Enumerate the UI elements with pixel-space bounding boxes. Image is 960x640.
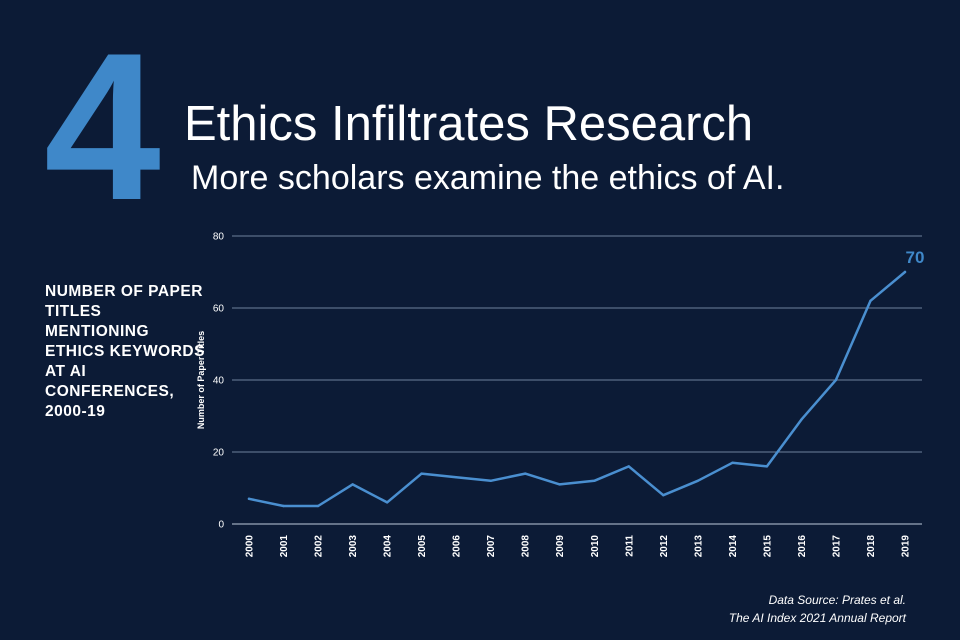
data-point (627, 465, 630, 468)
series-layer (247, 270, 907, 508)
y-tick-label: 60 (213, 304, 225, 315)
x-tick-label: 2009 (555, 535, 566, 558)
page-title: Ethics Infiltrates Research (184, 97, 754, 151)
data-point (903, 270, 907, 274)
data-point (247, 497, 251, 500)
x-tick-label: 2017 (831, 535, 842, 558)
annotations: 70 (906, 248, 925, 267)
data-point (662, 494, 665, 497)
data-point (869, 299, 872, 302)
data-point (385, 501, 389, 504)
data-point (282, 504, 285, 508)
page-subtitle: More scholars examine the ethics of AI. (191, 159, 785, 197)
x-tick-label: 2013 (693, 535, 704, 558)
x-tick-label: 2001 (279, 535, 290, 558)
source-line-1: Data Source: Prates et al. (768, 593, 906, 607)
x-tick-label: 2011 (624, 535, 635, 557)
data-point (696, 479, 700, 482)
y-tick-label: 80 (213, 232, 225, 243)
data-point (524, 472, 527, 475)
grid-lines (232, 235, 922, 525)
data-point (765, 465, 769, 468)
data-point (731, 461, 734, 464)
x-tick-label: 2012 (659, 535, 670, 558)
data-point (316, 504, 320, 508)
x-tick-label: 2008 (521, 535, 532, 558)
section-number: 4 (44, 9, 161, 244)
x-tick-label: 2004 (383, 535, 394, 558)
y-tick-label: 20 (213, 448, 225, 459)
end-value-label: 70 (906, 248, 925, 267)
data-point (420, 472, 423, 475)
x-tick-label: 2003 (348, 535, 359, 558)
data-point (351, 483, 354, 486)
x-tick-label: 2019 (901, 535, 912, 558)
x-tick-label: 2007 (486, 535, 497, 558)
y-tick-label: 0 (218, 520, 224, 531)
data-point (800, 418, 803, 421)
data-point (558, 483, 561, 486)
data-point (489, 479, 492, 482)
series-line (247, 270, 907, 508)
data-point (593, 479, 596, 482)
data-point (834, 378, 838, 382)
chart-description: NUMBER OF PAPER TITLES MENTIONING ETHICS… (45, 283, 205, 420)
x-tick-label: 2000 (245, 535, 256, 558)
x-tick-label: 2018 (866, 535, 877, 558)
x-tick-label: 2006 (452, 535, 463, 558)
data-source: Data Source: Prates et al. The AI Index … (729, 591, 906, 627)
x-tick-label: 2014 (728, 535, 739, 558)
y-axis-label: Number of Paper Titles (196, 331, 206, 429)
source-line-2: The AI Index 2021 Annual Report (728, 611, 906, 625)
x-tick-label: 2016 (797, 535, 808, 558)
x-tick-label: 2005 (417, 535, 428, 558)
y-axis-ticks: 0 20 40 60 80 (213, 232, 225, 531)
data-point (454, 476, 458, 479)
y-tick-label: 40 (213, 376, 225, 387)
x-tick-label: 2015 (762, 535, 773, 558)
x-tick-label: 2010 (590, 535, 601, 558)
x-axis-ticks: 2000 2001 2002 2003 2004 2005 2006 2007 2008 2009… (245, 535, 912, 558)
x-tick-label: 2002 (314, 535, 325, 558)
